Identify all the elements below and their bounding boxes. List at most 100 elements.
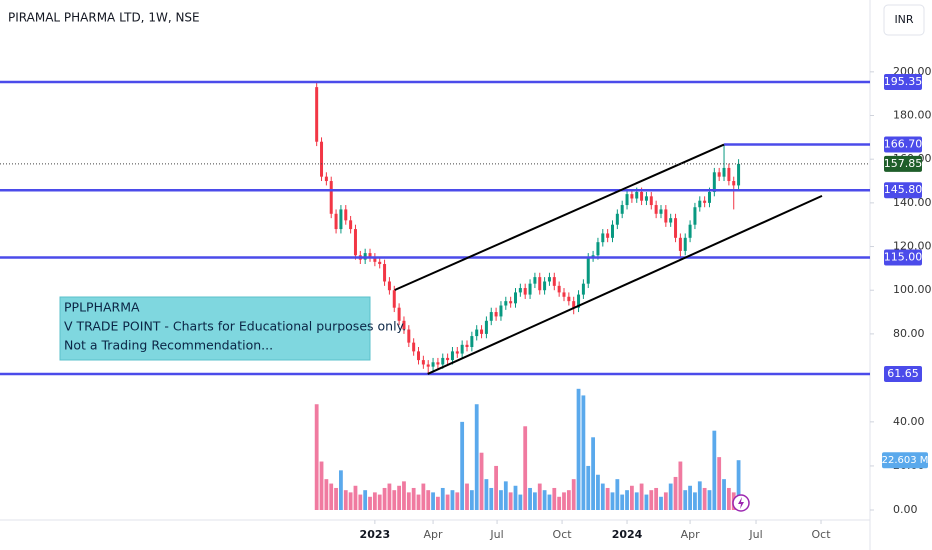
volume-bar [436, 496, 440, 510]
volume-bar [668, 483, 673, 510]
volume-bar [693, 492, 697, 510]
candle-body [678, 237, 682, 251]
candle-body [528, 283, 532, 295]
volume-bar [562, 492, 566, 510]
candle-body [557, 285, 561, 293]
candle-body [649, 196, 653, 206]
level-label: 145.80 [884, 183, 923, 196]
volume-bar [426, 490, 431, 510]
candle-body [324, 176, 328, 182]
volume-bar [605, 487, 610, 510]
volume-bar [523, 426, 528, 510]
candle-body [712, 172, 716, 192]
volume-bar [707, 490, 712, 510]
volume-bar [368, 496, 372, 510]
candle-body [693, 207, 697, 225]
candle-body [450, 351, 454, 361]
volume-bar [416, 494, 421, 510]
candle-body [509, 301, 513, 304]
candle-body [543, 281, 547, 291]
candle-body [703, 200, 707, 203]
currency[interactable]: INR [894, 13, 913, 26]
candle-body [727, 167, 731, 182]
candle-body [484, 320, 488, 334]
volume-bar [484, 479, 489, 510]
level-label: 61.65 [887, 367, 919, 380]
candle-body [353, 229, 357, 256]
level-label: 166.70 [884, 138, 923, 151]
volume-bar [596, 474, 600, 510]
level-label: 115.00 [884, 250, 923, 263]
y-tick-label: 80.00 [893, 327, 925, 340]
volume-bar [479, 452, 484, 510]
x-tick-label: Jul [748, 528, 762, 541]
last-volume-box [882, 452, 928, 469]
candle-body [737, 163, 741, 186]
x-tick-label: Oct [553, 528, 573, 541]
candle-body [533, 277, 537, 284]
candle-body [397, 307, 401, 321]
candle-body [601, 233, 605, 243]
y-tick-label: 140.00 [893, 196, 932, 209]
candle-body [717, 172, 721, 177]
candle-body [625, 194, 629, 206]
candle-body [688, 224, 692, 238]
volume-bar [363, 490, 368, 510]
volume-bar [382, 487, 387, 510]
volume-bar [722, 479, 726, 510]
volume-bar [469, 490, 474, 510]
candle-body [329, 181, 333, 214]
candle-body [606, 233, 610, 238]
volume-bar [377, 494, 382, 510]
last-volume-label: 22.603 M [882, 455, 929, 466]
volume-bar [343, 490, 348, 510]
currency-button[interactable] [883, 4, 925, 36]
candle-body [504, 301, 508, 306]
plot [374, 71, 874, 524]
volume-bar [532, 492, 537, 510]
volume-bar [348, 492, 353, 510]
candle-body [470, 336, 474, 348]
volume-tick-label: 40.00 [893, 415, 925, 428]
volume-bar [372, 492, 377, 510]
volume-bar [411, 487, 416, 510]
volume-bar [726, 487, 731, 510]
candle-body [635, 191, 639, 199]
volume-bar [499, 490, 503, 510]
candle-body [514, 292, 518, 304]
candle-body [494, 312, 498, 317]
candle-body [722, 167, 726, 177]
candle-body [654, 205, 658, 214]
candle-body [586, 257, 590, 284]
candle-body [732, 181, 736, 186]
candle-body [480, 329, 484, 334]
candle-body [698, 200, 702, 208]
volume-bar [402, 481, 406, 510]
candle-body [615, 213, 619, 225]
volume-bar [639, 483, 644, 510]
volume-bar [397, 485, 402, 510]
candle-body [368, 253, 372, 258]
volume-bar [465, 483, 469, 510]
candle-body [441, 357, 445, 365]
volume-bar [557, 496, 562, 510]
candle-body [436, 362, 440, 365]
volume-bar [334, 487, 338, 510]
volume-bar [319, 461, 324, 510]
candle-body [465, 344, 469, 348]
volume-bar [654, 487, 659, 510]
candle-body [499, 305, 503, 317]
x-tick-label: Jul [489, 528, 503, 541]
volume-bar [440, 487, 445, 510]
level-label-box [884, 136, 922, 153]
volume-bar [566, 490, 571, 510]
level-label-box [884, 365, 922, 382]
volume-bar [625, 490, 629, 510]
volume-bar [358, 494, 363, 510]
candle-body [674, 218, 678, 238]
volume-bar [387, 483, 392, 510]
volume-bar [683, 490, 688, 510]
volume-bar [494, 465, 499, 510]
